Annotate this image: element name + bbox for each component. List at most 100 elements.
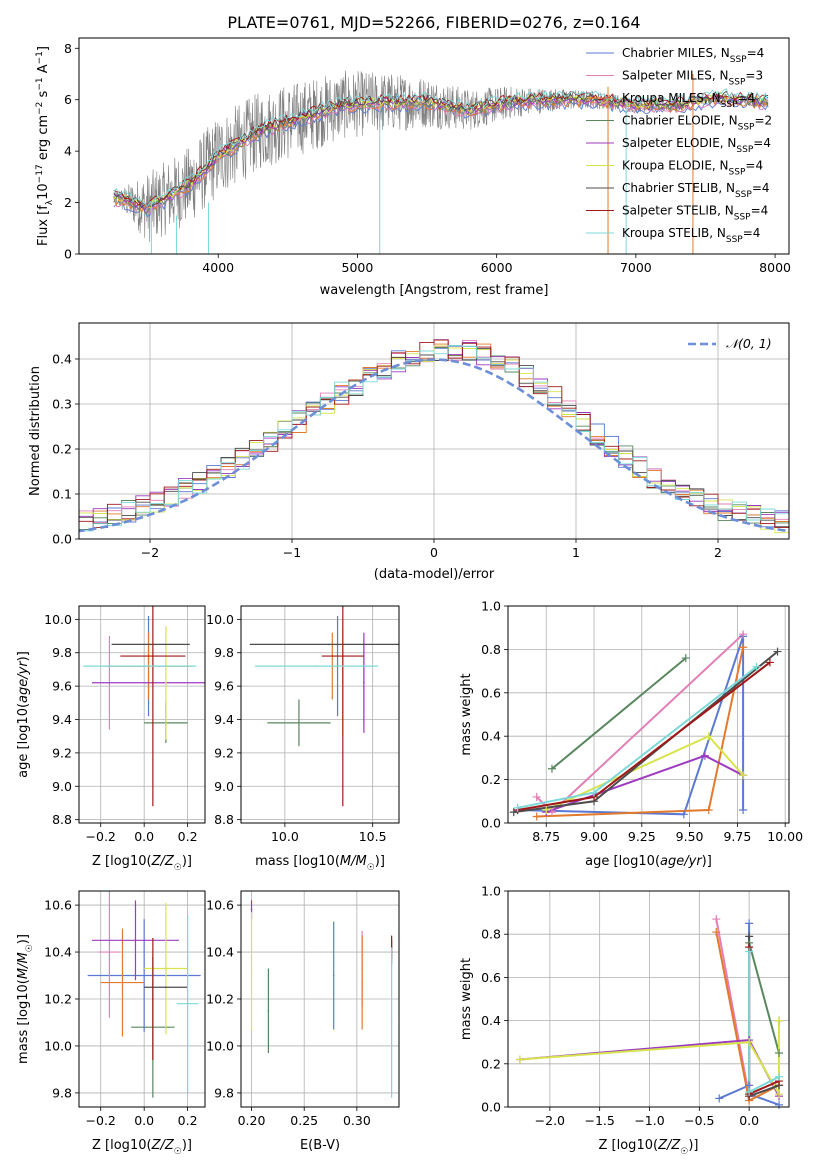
label-part: )] bbox=[16, 651, 31, 661]
label-part: Z/Z bbox=[151, 854, 175, 869]
x-tick-label: 9.25 bbox=[628, 829, 656, 844]
y-tick-label: 4 bbox=[64, 144, 72, 159]
plus-marker bbox=[679, 810, 688, 819]
y-tick-label: 0.2 bbox=[481, 1056, 501, 1071]
x-tick-label: 0.0 bbox=[134, 829, 154, 844]
label-part: ( bbox=[335, 854, 340, 869]
x-tick-label: −1.0 bbox=[634, 1113, 664, 1128]
mass-vs-ebv-panel: 0.20 0.25 0.30 9.8 10.0 10.2 10.4 10.6 E(B-V) bbox=[206, 890, 400, 1153]
y-tick-label: 10.6 bbox=[44, 898, 72, 913]
plus-marker bbox=[532, 792, 541, 801]
plus-marker bbox=[745, 919, 754, 928]
label-part: =4 bbox=[745, 159, 763, 173]
mass-vs-ebv-plot-area bbox=[250, 900, 393, 1098]
panels: 4000 5000 6000 7000 8000 0 2 4 6 8 Chabrier MILES,… bbox=[16, 37, 803, 1157]
label-part: 10 bbox=[638, 854, 655, 869]
label-part: ☉ bbox=[25, 944, 35, 952]
label-part: M/M bbox=[16, 952, 31, 979]
x-tick-label: 0.25 bbox=[290, 1113, 318, 1128]
plus-marker bbox=[739, 771, 748, 780]
y-tick-label: 10.2 bbox=[206, 992, 234, 1007]
plus-marker bbox=[515, 1055, 524, 1064]
label-part: 10 bbox=[318, 854, 335, 869]
y-tick-label: 9.2 bbox=[214, 745, 234, 760]
label-part: SSP bbox=[729, 78, 746, 88]
y-tick-label: 9.0 bbox=[214, 779, 234, 794]
data-point bbox=[390, 1021, 393, 1024]
mass-weight-line bbox=[748, 942, 780, 1054]
plus-marker bbox=[704, 732, 713, 741]
label-part: 10 bbox=[130, 854, 147, 869]
age-vs-mass-plot-area bbox=[249, 606, 399, 807]
label-part: E(B-V) bbox=[300, 1138, 340, 1153]
x-tick-label: 10.0 bbox=[271, 829, 299, 844]
y-axis-label: Flux [fλ10−17 erg cm−2 s−1 A−1] bbox=[35, 46, 55, 246]
y-tick-label: 2 bbox=[64, 195, 72, 210]
data-point bbox=[147, 681, 150, 684]
residual-histogram-7 bbox=[79, 339, 789, 529]
mass-weight-line bbox=[519, 1020, 780, 1098]
plus-marker bbox=[547, 764, 556, 773]
data-point bbox=[332, 974, 335, 977]
legend-entry: Chabrier MILES, NSSP=4 bbox=[622, 46, 764, 65]
data-point bbox=[342, 655, 344, 657]
x-tick-label: 1 bbox=[572, 545, 580, 560]
plus-marker bbox=[745, 1038, 754, 1047]
age-vs-z-panel: −0.2 0.0 0.28.89.09.29.49.69.810.0Z [log10… bbox=[16, 605, 206, 873]
x-tick-label: 0 bbox=[430, 545, 438, 560]
label-part: Salpeter MILES, N bbox=[622, 69, 729, 83]
label-part: ( bbox=[655, 854, 660, 869]
label-part: 10 bbox=[636, 1138, 653, 1153]
y-tick-label: 0.4 bbox=[52, 352, 72, 367]
y-tick-label: 9.4 bbox=[214, 712, 234, 727]
plus-marker bbox=[681, 654, 690, 663]
axes-frame bbox=[240, 605, 400, 824]
mass-weight-line bbox=[517, 636, 745, 816]
legend-entry: Chabrier STELIB, NSSP=4 bbox=[622, 181, 770, 200]
label-part: SSP bbox=[736, 145, 753, 155]
data-point bbox=[267, 1009, 270, 1012]
y-tick-label: 10.6 bbox=[206, 898, 234, 913]
data-point bbox=[315, 665, 318, 667]
age-vs-z-plot-area bbox=[83, 606, 205, 807]
y-tick-label: 10.0 bbox=[44, 612, 72, 627]
x-axis-label: age [log10(age/yr)] bbox=[585, 854, 712, 869]
y-axis-label: mass weight bbox=[459, 958, 474, 1040]
x-axis-label: (data-model)/error bbox=[374, 567, 495, 582]
label-part: 10 bbox=[16, 984, 31, 1001]
label-part: Chabrier STELIB, N bbox=[622, 181, 735, 195]
mass-weight-line bbox=[551, 657, 687, 770]
y-tick-label: 0.2 bbox=[481, 772, 501, 787]
y-tick-label: 9.8 bbox=[214, 645, 234, 660]
label-part: λ bbox=[45, 199, 55, 205]
data-point bbox=[298, 722, 300, 724]
x-axis-label: wavelength [Angstrom, rest frame] bbox=[320, 283, 549, 298]
plus-marker bbox=[590, 788, 599, 797]
data-point bbox=[363, 681, 365, 684]
label-part: SSP bbox=[734, 213, 751, 223]
label-part: Kroupa ELODIE, N bbox=[622, 159, 729, 173]
label-part: mass [log bbox=[255, 854, 318, 869]
data-point bbox=[165, 967, 167, 970]
legend-entry: Chabrier ELODIE, NSSP=2 bbox=[622, 114, 772, 133]
label-part: ( bbox=[146, 1138, 151, 1153]
data-point bbox=[165, 681, 167, 684]
y-tick-label: 8.8 bbox=[214, 812, 234, 827]
y-tick-label: 9.8 bbox=[214, 1085, 234, 1100]
data-point bbox=[121, 981, 124, 984]
label-part: −1 bbox=[35, 77, 45, 90]
data-point bbox=[108, 951, 111, 953]
x-tick-label: 0.0 bbox=[739, 1113, 759, 1128]
data-point bbox=[143, 974, 145, 977]
plus-marker bbox=[765, 658, 774, 667]
massweight-vs-z-panel: −2.0 −1.5 −1.0 −0.5 0.0 0.0 0.2 0.4 0.6 0.8 1.0 Z [… bbox=[459, 884, 790, 1157]
label-part: age [log bbox=[585, 854, 638, 869]
x-tick-label: 9.50 bbox=[676, 829, 704, 844]
y-tick-label: 0.4 bbox=[481, 1013, 501, 1028]
x-tick-label: 0.2 bbox=[178, 829, 198, 844]
y-tick-label: 9.8 bbox=[52, 1085, 72, 1100]
label-part: Z [log bbox=[599, 1138, 637, 1153]
label-part: ☉ bbox=[680, 1147, 688, 1157]
x-tick-label: 0.20 bbox=[238, 1113, 266, 1128]
